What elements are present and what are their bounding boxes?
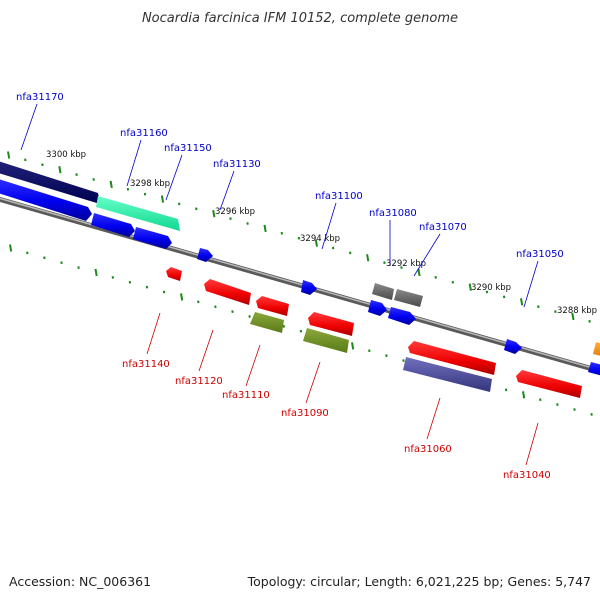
map-title: Nocardia farcinica IFM 10152, complete g… [142,11,458,26]
gene-label-nfa31140[interactable]: nfa31140 [122,359,170,370]
gene-arrow-orange[interactable] [593,342,600,358]
gene-label-nfa31070[interactable]: nfa31070 [419,222,467,233]
gene-label-nfa31160[interactable]: nfa31160 [120,128,168,139]
leader-line [321,202,337,250]
leader-line [426,397,441,440]
kbp-label: 3294 kbp [300,234,340,244]
gene-arrow-blue[interactable] [504,339,522,354]
gene-label-nfa31050[interactable]: nfa31050 [516,249,564,260]
gene-label-nfa31130[interactable]: nfa31130 [213,159,261,170]
forward-gene-labels: nfa31170 nfa31160 nfa31150 nfa31130 nfa3… [16,92,564,308]
gene-label-nfa31040[interactable]: nfa31040 [503,470,551,481]
gene-arrow-red[interactable] [166,267,182,281]
major-tick [263,224,267,233]
major-tick [366,254,370,262]
gene-arrow-blue[interactable] [197,248,213,262]
gene-arrow-red[interactable] [308,312,354,336]
gene-arrow-red[interactable] [256,296,289,316]
kbp-label: 3288 kbp [557,306,597,316]
gene-arrow-red[interactable] [204,279,251,305]
leader-line [525,422,539,466]
major-tick [212,210,216,218]
gene-label-nfa31080[interactable]: nfa31080 [369,208,417,219]
reverse-gene-labels: nfa31140 nfa31120 nfa31110 nfa31090 nfa3… [122,312,551,481]
gene-arrow-olive[interactable] [303,328,349,353]
leader-line [198,329,214,372]
leader-line [523,260,539,308]
gene-label-nfa31120[interactable]: nfa31120 [175,376,223,387]
gene-label-nfa31060[interactable]: nfa31060 [404,444,452,455]
gene-label-nfa31170[interactable]: nfa31170 [16,92,64,103]
kbp-label: 3300 kbp [46,150,86,160]
major-tick [520,298,524,306]
major-tick [468,283,472,291]
gene-label-nfa31110[interactable]: nfa31110 [222,390,270,401]
gene-arrow-gray[interactable] [394,289,423,307]
gene-arrow-red[interactable] [408,341,496,375]
gene-arrow-slate[interactable] [403,357,492,392]
gene-arrow-blue[interactable] [368,300,387,316]
leader-line [165,154,183,201]
major-tick [7,151,11,159]
leader-line [305,361,321,404]
major-tick [571,312,575,321]
gene-arrow-navy[interactable] [0,160,100,204]
gene-arrow-red[interactable] [516,370,582,398]
kbp-label: 3296 kbp [215,207,255,217]
gene-label-nfa31100[interactable]: nfa31100 [315,191,363,202]
genome-summary-text: Topology: circular; Length: 6,021,225 bp… [247,574,591,589]
major-tick [160,195,165,203]
major-tick [180,293,184,301]
leader-line [20,103,38,151]
gene-label-nfa31150[interactable]: nfa31150 [164,143,212,154]
gene-arrow-blue[interactable] [0,178,92,221]
leader-line [219,170,235,211]
major-tick [109,180,113,189]
major-tick [94,268,98,277]
gene-label-nfa31090[interactable]: nfa31090 [281,408,329,419]
leader-line [245,344,261,387]
major-tick [58,166,62,174]
gene-arrow-blue[interactable] [588,362,600,378]
leader-line [146,312,161,355]
gene-arrow-blue[interactable] [91,213,135,237]
lower-tick-row [9,244,593,416]
kbp-label: 3292 kbp [386,259,426,269]
gene-arrow-olive[interactable] [250,312,284,333]
gene-arrow-blue[interactable] [301,280,317,295]
kbp-label: 3298 kbp [130,179,170,189]
gene-arrow-gray[interactable] [372,283,394,300]
upper-tick-row [7,151,591,323]
leader-line [413,233,441,277]
major-tick [522,391,526,399]
major-tick [314,239,318,247]
major-tick [351,342,355,350]
gene-arrow-teal[interactable] [96,196,180,231]
gene-arrow-blue[interactable] [133,227,172,249]
gene-arrow-blue[interactable] [388,307,416,325]
reverse-strand-genes [166,267,582,398]
kbp-labels: 3300 kbp 3298 kbp 3296 kbp 3294 kbp 3292… [46,150,597,316]
major-tick [417,268,421,277]
accession-text: Accession: NC_006361 [9,574,151,589]
major-tick [9,244,13,252]
kbp-label: 3290 kbp [471,283,511,293]
forward-strand-genes [0,160,600,378]
leader-line [126,139,142,187]
